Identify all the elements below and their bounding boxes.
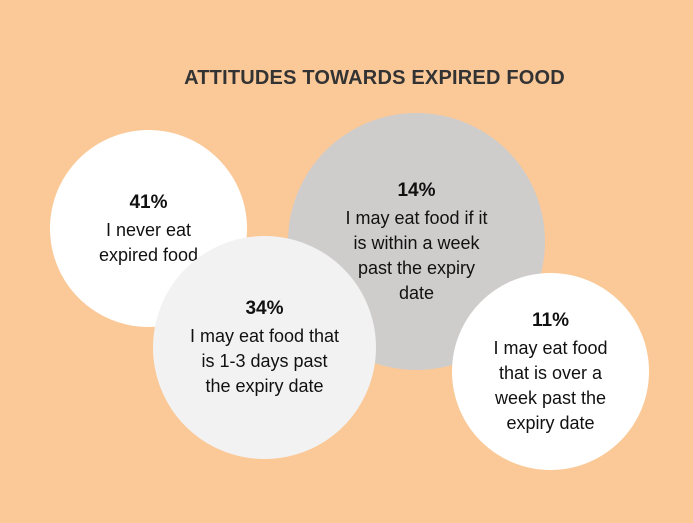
bubble-description: I may eat food that is 1-3 days past the… xyxy=(189,326,340,396)
bubble-description: I may eat food that is over a week past … xyxy=(493,337,608,433)
bubble-never-eat-expired: 41% I never eat expired food xyxy=(50,130,247,327)
bubble-description: I never eat expired food xyxy=(98,219,199,265)
bubble-value-label: 41% xyxy=(129,191,168,213)
chart-title: ATTITUDES TOWARDS EXPIRED FOOD xyxy=(184,67,565,89)
bubble-value-label: 14% xyxy=(397,179,436,201)
bubble-one-to-three-days: 34% I may eat food that is 1-3 days past… xyxy=(153,236,376,459)
bubble-description: I may eat food if it is within a week pa… xyxy=(345,207,488,303)
bubble-value-label: 11% xyxy=(532,309,569,331)
bubble-over-a-week: 11% I may eat food that is over a week p… xyxy=(452,273,649,470)
bubble-value-label: 34% xyxy=(245,298,284,319)
